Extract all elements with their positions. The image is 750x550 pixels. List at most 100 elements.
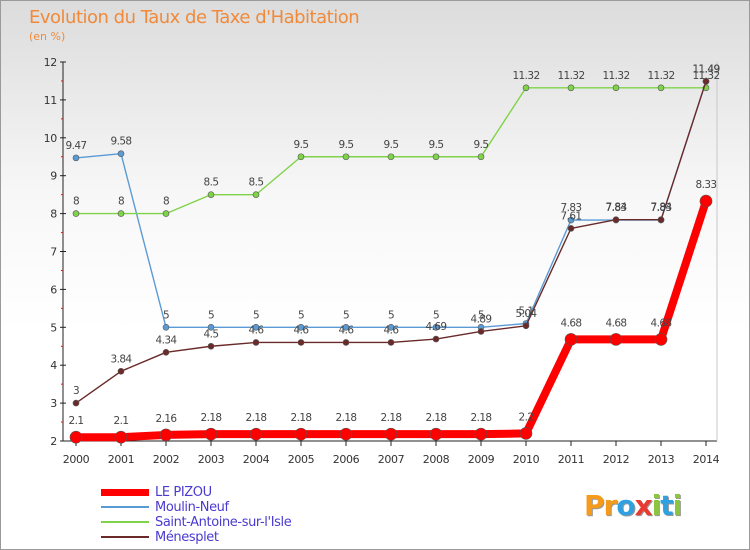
data-point-le-pizou — [384, 427, 398, 441]
data-point-saint-antoine-sur-l-isle — [72, 210, 80, 217]
data-label-saint-antoine-sur-l-isle: 9.5 — [429, 139, 444, 151]
data-label-moulin-neuf: 5 — [253, 309, 259, 321]
data-point-menesplet — [252, 339, 260, 346]
y-tick-label: 10 — [44, 132, 58, 145]
data-label-le-pizou: 8.33 — [696, 179, 717, 191]
data-label-moulin-neuf: 11.49 — [692, 63, 719, 75]
data-label-moulin-neuf: 7.83 — [606, 202, 627, 214]
data-point-menesplet — [342, 339, 350, 346]
legend-swatch-moulin-neuf — [101, 506, 149, 508]
data-label-menesplet: 4.5 — [204, 328, 219, 340]
data-label-saint-antoine-sur-l-isle: 11.32 — [557, 70, 584, 82]
x-tick-label: 2000 — [63, 453, 90, 466]
data-label-saint-antoine-sur-l-isle: 11.32 — [692, 70, 719, 82]
data-label-moulin-neuf: 9.47 — [66, 140, 87, 152]
y-tick-label: 8 — [50, 208, 57, 221]
x-tick-label: 2013 — [648, 453, 675, 466]
data-label-menesplet: 4.6 — [339, 324, 355, 336]
data-label-saint-antoine-sur-l-isle: 11.32 — [512, 70, 539, 82]
data-point-menesplet — [72, 399, 80, 407]
legend-swatch-menesplet — [101, 536, 149, 538]
data-point-menesplet — [567, 225, 575, 232]
data-label-menesplet: 4.34 — [156, 334, 178, 346]
y-tick-label: 12 — [44, 56, 57, 69]
data-point-moulin-neuf — [207, 323, 215, 331]
data-label-le-pizou: 4.68 — [651, 317, 672, 329]
data-label-menesplet: 7.84 — [606, 202, 628, 214]
y-tick-label: 5 — [50, 321, 57, 334]
data-point-le-pizou — [114, 430, 128, 444]
data-point-moulin-neuf — [342, 323, 350, 331]
x-tick-label: 2001 — [108, 453, 134, 466]
logo-letter: r — [603, 489, 618, 522]
data-point-saint-antoine-sur-l-isle — [342, 153, 350, 161]
data-point-le-pizou — [609, 333, 623, 346]
x-tick-label: 2006 — [333, 453, 360, 466]
x-tick-label: 2005 — [288, 453, 315, 466]
data-point-menesplet — [477, 328, 485, 335]
data-label-saint-antoine-sur-l-isle: 11.32 — [602, 70, 629, 82]
x-tick-label: 2007 — [378, 453, 405, 466]
legend-label-le-pizou: LE PIZOU — [155, 485, 212, 500]
data-point-menesplet — [432, 335, 440, 343]
series-line-menesplet — [75, 81, 707, 404]
data-label-saint-antoine-sur-l-isle: 9.5 — [339, 139, 354, 151]
data-label-moulin-neuf: 5 — [343, 309, 349, 321]
data-label-moulin-neuf: 7.83 — [561, 202, 582, 214]
data-label-saint-antoine-sur-l-isle: 8.5 — [249, 177, 264, 189]
data-point-le-pizou — [159, 428, 173, 442]
logo-letter: i — [651, 489, 662, 522]
data-point-le-pizou — [69, 430, 83, 444]
data-point-moulin-neuf — [432, 323, 440, 331]
data-label-le-pizou: 2.18 — [246, 412, 267, 424]
data-point-menesplet — [207, 342, 215, 350]
data-label-menesplet: 11.49 — [692, 63, 719, 75]
y-tick-label: 6 — [50, 283, 57, 296]
data-point-menesplet — [117, 367, 125, 375]
logo-letter: P — [584, 489, 605, 522]
data-label-menesplet: 3.84 — [111, 353, 133, 365]
y-tick-label: 4 — [50, 359, 57, 372]
data-point-menesplet — [657, 216, 665, 223]
logo-letter: o — [616, 489, 635, 522]
data-label-moulin-neuf: 9.58 — [111, 136, 132, 148]
data-point-le-pizou — [519, 427, 533, 440]
data-label-saint-antoine-sur-l-isle: 8 — [163, 196, 169, 208]
data-label-le-pizou: 2.18 — [291, 412, 312, 424]
data-label-le-pizou: 2.1 — [114, 415, 129, 427]
data-point-saint-antoine-sur-l-isle — [117, 210, 125, 217]
chart-title: Evolution du Taux de Taxe d'Habitation — [29, 7, 360, 28]
logo-letter: t — [660, 489, 673, 522]
data-label-menesplet: 5.04 — [516, 308, 538, 320]
y-tick-label: 9 — [50, 170, 57, 183]
data-point-le-pizou — [699, 194, 713, 208]
data-label-le-pizou: 2.18 — [471, 412, 492, 424]
data-label-moulin-neuf: 5 — [433, 309, 439, 321]
proxiti-logo: Proxiti — [584, 489, 682, 522]
data-point-le-pizou — [474, 427, 488, 441]
x-tick-label: 2004 — [243, 453, 270, 466]
logo-letter: x — [634, 489, 653, 522]
data-point-saint-antoine-sur-l-isle — [297, 153, 305, 161]
data-point-le-pizou — [249, 427, 263, 441]
data-label-saint-antoine-sur-l-isle: 9.5 — [474, 139, 489, 151]
data-label-saint-antoine-sur-l-isle: 11.32 — [647, 70, 674, 82]
data-point-menesplet — [162, 349, 170, 356]
data-label-menesplet: 3 — [73, 385, 79, 397]
data-point-saint-antoine-sur-l-isle — [522, 84, 530, 92]
data-label-saint-antoine-sur-l-isle: 9.5 — [294, 139, 309, 151]
x-tick-label: 2012 — [603, 453, 629, 466]
data-point-saint-antoine-sur-l-isle — [477, 153, 485, 161]
data-label-moulin-neuf: 5 — [478, 309, 484, 321]
x-tick-label: 2014 — [693, 453, 720, 466]
data-point-le-pizou — [564, 333, 578, 346]
data-point-saint-antoine-sur-l-isle — [387, 153, 395, 161]
data-point-le-pizou — [204, 427, 218, 441]
y-tick-label: 11 — [44, 94, 57, 107]
legend-label-moulin-neuf: Moulin-Neuf — [155, 500, 229, 515]
data-point-menesplet — [522, 322, 530, 330]
data-point-le-pizou — [654, 333, 668, 346]
legend-label-saint-antoine-sur-l-isle: Saint-Antoine-sur-l'Isle — [155, 515, 292, 530]
data-label-le-pizou: 2.16 — [156, 413, 178, 425]
data-point-menesplet — [612, 216, 620, 223]
